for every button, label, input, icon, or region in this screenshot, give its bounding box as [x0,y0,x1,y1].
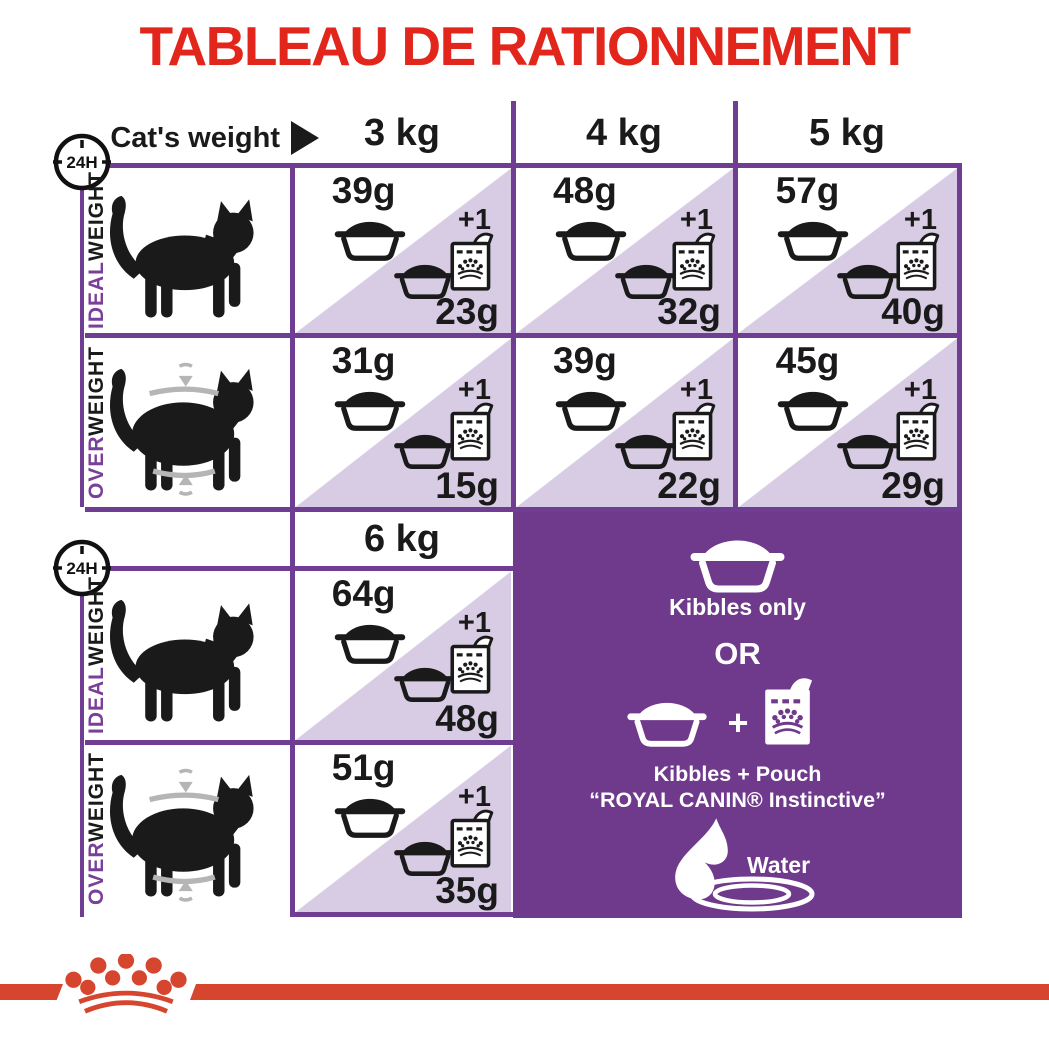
kibbles-pouch-amount: 15g [435,465,499,506]
arrow-right-icon [291,121,319,155]
cat-ideal-icon [109,195,254,318]
kibble-bowl-icon [552,214,630,262]
pouch-icon [896,402,940,461]
kibbles-only-label: Kibbles only [669,594,806,620]
plus-one-label: +1 [679,204,713,236]
grid-line-v2 [733,101,738,512]
kibble-bowl-icon [331,384,409,432]
plus-one-label: +1 [903,204,937,236]
water-ripples-icon [685,874,820,914]
ration-cell-ideal-6kg: 64g +1 48g [295,571,511,740]
grid-line-v3 [290,163,295,512]
kibble-bowl-icon [612,428,680,470]
royal-canin-instinctive-label: “ROYAL CANIN® Instinctive” [589,788,886,812]
column-header-4kg: 4 kg [585,112,663,154]
grid-line-v4 [957,163,962,512]
cat-ideal-icon [109,599,254,722]
kibble-bowl-icon [331,791,409,839]
ration-cell-overweight-3kg: 31g +1 15g [295,338,511,507]
plus-one-label: +1 [457,204,491,236]
crown-logo-icon [62,954,190,1017]
grid-line-h1 [85,163,962,168]
grid-line-v1 [511,101,516,512]
kibbles-pouch-amount: 32g [657,291,721,332]
water-label: Water [747,852,811,878]
kibbles-only-amount: 48g [553,170,617,211]
pouch-icon [672,402,716,461]
kibbles-pouch-amount: 29g [881,465,945,506]
kibbles-only-amount: 39g [553,340,617,381]
or-label: OR [714,636,761,671]
column-header-6kg: 6 kg [363,518,441,560]
kibbles-pouch-amount: 23g [435,291,499,332]
kibbles-only-amount: 64g [331,573,396,614]
kibble-bowl-icon [331,214,409,262]
plus-one-label: +1 [457,607,491,639]
ration-cell-overweight-6kg: 51g +1 35g [295,745,511,912]
ration-cell-overweight-4kg: 39g +1 22g [516,338,733,507]
plus-one-label: +1 [457,374,491,406]
plus-sign: + [727,702,749,743]
kibbles-pouch-label: Kibbles + Pouch [653,762,822,786]
ration-cell-ideal-5kg: 57g +1 40g [738,168,957,333]
kibble-bowl-icon [331,617,409,665]
feeding-options-panel: Kibbles only OR + Kibbles + Pouch “ROYAL… [513,512,962,918]
brand-stripe-right [190,984,1049,1000]
pouch-icon [450,402,494,461]
kibbles-only-amount: 45g [775,340,840,381]
kibbles-pouch-amount: 35g [435,870,499,911]
cats-weight-label: Cat's weight [110,122,280,154]
pouch-icon [763,672,818,750]
kibble-bowl-icon [623,694,711,748]
grid-line-h5 [85,740,515,745]
grid-line-h4 [103,566,515,571]
kibble-bowl-icon [685,530,790,594]
grid-line-v5 [290,507,295,917]
grid-line-h2 [85,333,962,338]
clock-24h-label: 24H [66,559,98,578]
column-header-5kg: 5 kg [808,112,886,154]
brand-stripe-left [0,984,63,1000]
kibbles-only-amount: 39g [331,170,396,211]
kibble-bowl-icon [774,384,852,432]
grid-line-vleft2 [80,595,84,917]
pouch-icon [450,232,494,291]
ration-cell-ideal-3kg: 39g +1 23g [295,168,511,333]
cat-overweight-icon [95,346,280,501]
kibbles-pouch-amount: 22g [657,465,721,506]
column-header-3kg: 3 kg [363,112,441,154]
ration-cell-ideal-4kg: 48g +1 32g [516,168,733,333]
pouch-icon [450,635,494,694]
plus-one-label: +1 [903,374,937,406]
pouch-icon [896,232,940,291]
kibble-bowl-icon [774,214,852,262]
grid-line-vleft1 [80,190,84,507]
kibbles-only-amount: 51g [331,747,396,788]
grid-line-h3 [85,507,962,512]
pouch-icon [450,809,494,868]
ration-cell-overweight-5kg: 45g +1 29g [738,338,957,507]
kibble-bowl-icon [552,384,630,432]
kibble-bowl-icon [834,428,902,470]
pouch-icon [672,232,716,291]
cat-overweight-icon [95,752,280,907]
clock-24h-label: 24H [66,153,98,172]
page-title: TABLEAU DE RATIONNEMENT [139,15,911,77]
plus-one-label: +1 [679,374,713,406]
kibbles-only-amount: 57g [775,170,840,211]
plus-one-label: +1 [457,781,491,813]
kibbles-pouch-amount: 40g [881,291,945,332]
kibbles-only-amount: 31g [331,340,396,381]
kibbles-pouch-amount: 48g [435,698,499,739]
grid-line-h6 [290,912,518,917]
